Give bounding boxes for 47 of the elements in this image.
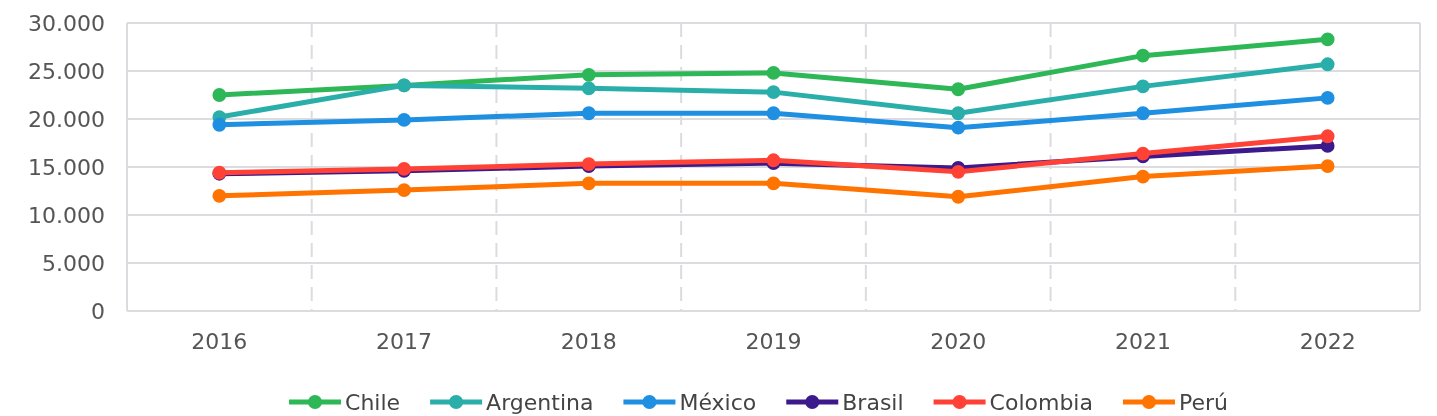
x-tick-label: 2019	[745, 328, 802, 354]
point	[1136, 169, 1150, 184]
legend-label: Colombia	[989, 390, 1093, 415]
x-tick-label: 2021	[1114, 328, 1171, 354]
point	[581, 176, 596, 191]
x-tick-label: 2016	[191, 328, 248, 354]
point	[766, 66, 781, 80]
legend-label: México	[679, 390, 757, 415]
point	[581, 106, 596, 121]
x-tick-label: 2020	[930, 328, 987, 354]
y-tick-label: 0	[91, 298, 105, 324]
point	[951, 164, 966, 179]
point	[1320, 57, 1335, 72]
point	[766, 85, 781, 100]
point	[1320, 129, 1335, 144]
point	[951, 82, 966, 97]
legend-label: Argentina	[486, 390, 594, 415]
y-tick-label: 5.000	[42, 250, 105, 276]
point	[766, 106, 781, 121]
point	[397, 113, 411, 127]
legend-label: Perú	[1178, 390, 1228, 415]
point	[1136, 48, 1150, 63]
point	[951, 120, 966, 135]
point	[212, 117, 227, 132]
y-tick-label: 25.000	[28, 58, 105, 84]
y-tick-label: 15.000	[28, 154, 105, 180]
point	[951, 189, 966, 204]
point	[397, 183, 411, 197]
legend-label: Brasil	[842, 390, 904, 415]
point	[212, 188, 227, 203]
point	[1320, 32, 1335, 47]
point	[766, 176, 781, 191]
point	[1320, 90, 1335, 105]
point	[581, 67, 596, 82]
legend-label: Chile	[345, 390, 401, 415]
x-tick-label: 2022	[1299, 328, 1356, 354]
y-tick-label: 30.000	[28, 10, 105, 36]
point	[1320, 159, 1335, 173]
x-tick-label: 2018	[560, 328, 617, 354]
point	[1136, 106, 1150, 121]
y-tick-label: 10.000	[28, 202, 105, 228]
point	[951, 106, 966, 121]
point	[581, 81, 596, 96]
point	[212, 88, 227, 102]
point	[1136, 79, 1150, 94]
x-tick-label: 2017	[376, 328, 433, 354]
y-tick-label: 20.000	[28, 106, 105, 132]
